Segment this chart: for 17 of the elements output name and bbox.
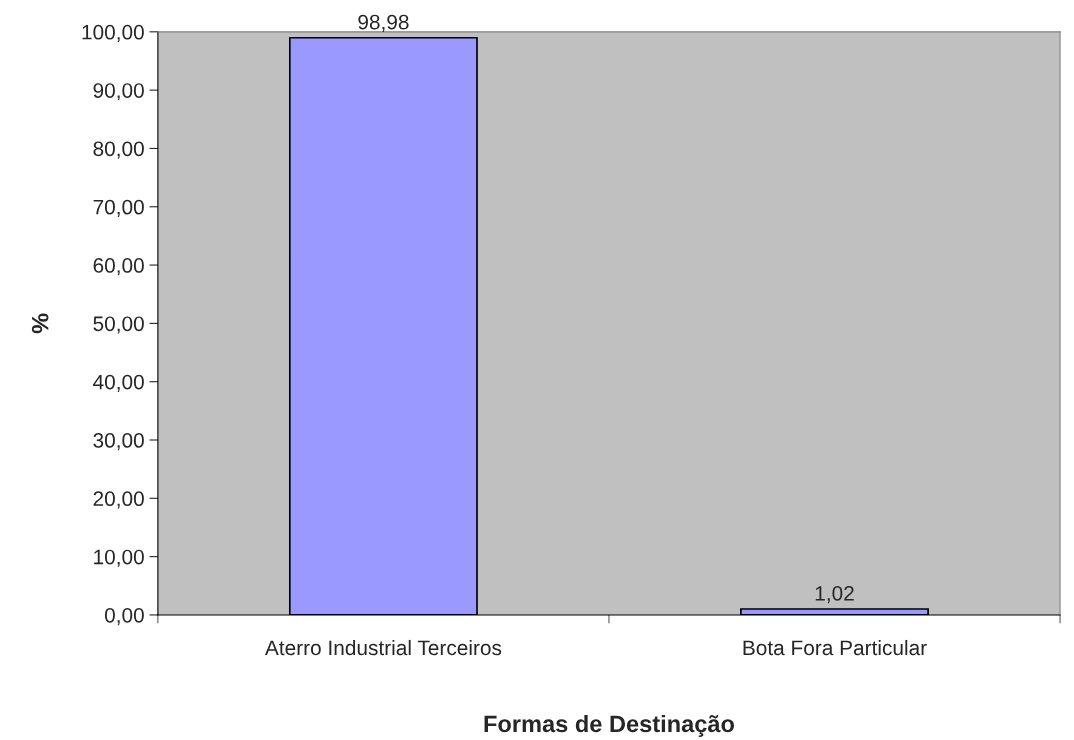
y-tick-label: 40,00 bbox=[93, 374, 144, 392]
y-axis-title: % bbox=[31, 313, 49, 334]
y-tick-label: 100,00 bbox=[82, 24, 144, 43]
x-tick-label: Aterro Industrial Terceiros bbox=[264, 639, 502, 656]
y-tick-label: 10,00 bbox=[94, 549, 144, 567]
y-tick-label: 80,00 bbox=[93, 141, 144, 159]
y-tick-label: 0,00 bbox=[104, 607, 144, 626]
y-tick-label: 30,00 bbox=[93, 433, 144, 451]
y-tick-label: 90,00 bbox=[93, 83, 144, 101]
y-tick-label: 60,00 bbox=[93, 258, 144, 276]
data-label: 98,98 bbox=[358, 14, 409, 32]
y-tick-label: 70,00 bbox=[93, 199, 144, 217]
data-label: 1,02 bbox=[815, 585, 854, 604]
y-tick-label: 50,00 bbox=[93, 316, 144, 334]
y-tick-label: 20,00 bbox=[93, 491, 144, 509]
x-axis-title: Formas de Destinação bbox=[484, 714, 735, 737]
x-tick-label: Bota Fora Particular bbox=[743, 639, 927, 656]
